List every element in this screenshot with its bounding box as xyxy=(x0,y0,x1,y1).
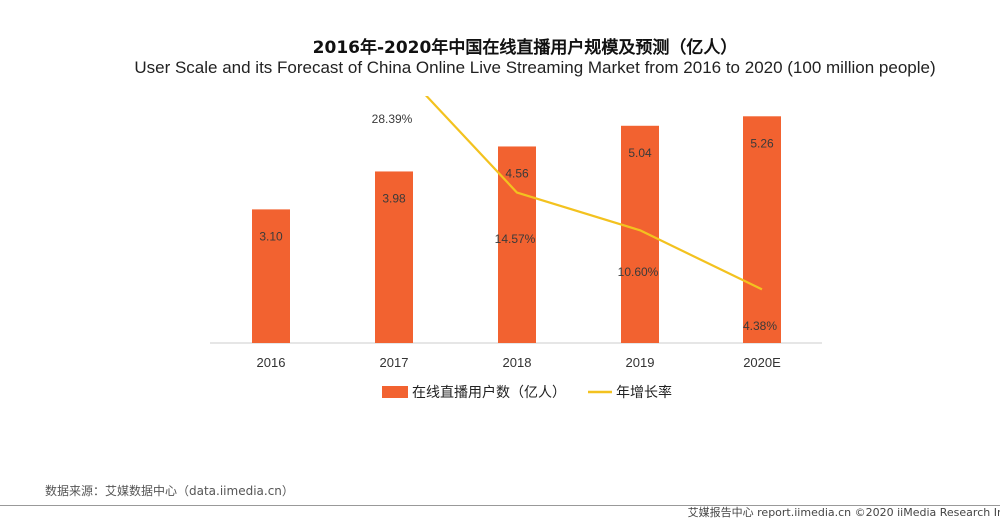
x-tick-label: 2017 xyxy=(380,355,409,370)
chart-subtitle: User Scale and its Forecast of China Onl… xyxy=(134,58,936,77)
legend-bar-swatch xyxy=(382,386,408,398)
bar xyxy=(375,171,413,343)
legend-bar-label: 在线直播用户数（亿人） xyxy=(412,384,566,401)
x-tick-label: 2020E xyxy=(743,355,781,370)
bar-value-label: 3.10 xyxy=(259,229,283,243)
bar-value-label: 5.26 xyxy=(750,136,774,150)
growth-rate-line xyxy=(425,96,763,291)
footer-copyright: 艾媒报告中心 report.iimedia.cn ©2020 iiMedia R… xyxy=(687,506,1000,519)
bar-value-label: 3.98 xyxy=(382,191,406,205)
bar-value-label: 4.56 xyxy=(505,166,529,180)
line-value-label: 28.39% xyxy=(372,112,413,126)
data-source-note: 数据来源：艾媒数据中心（data.iimedia.cn） xyxy=(45,484,294,498)
legend-line-label: 年增长率 xyxy=(616,384,672,401)
chart-title: 2016年-2020年中国在线直播用户规模及预测（亿人） xyxy=(312,38,738,58)
line-value-label: 4.38% xyxy=(743,319,777,333)
line-value-label: 14.57% xyxy=(495,232,536,246)
footer-divider xyxy=(0,505,1000,506)
x-tick-label: 2019 xyxy=(626,355,655,370)
bar xyxy=(743,116,781,343)
x-tick-label: 2018 xyxy=(503,355,532,370)
bar xyxy=(621,125,659,343)
bar-value-label: 5.04 xyxy=(628,146,652,160)
line-value-label: 10.60% xyxy=(618,265,659,279)
x-tick-label: 2016 xyxy=(257,355,286,370)
bar xyxy=(252,209,290,343)
